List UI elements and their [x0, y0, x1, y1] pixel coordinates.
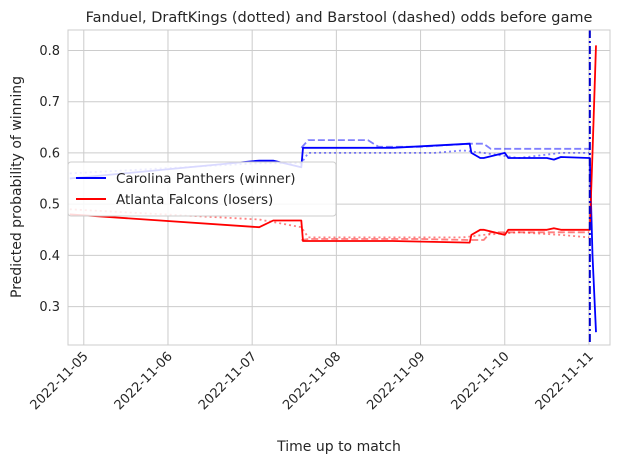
- y-tick-label: 0.6: [39, 146, 60, 161]
- series-line-barstool-falcons: [301, 231, 589, 241]
- x-tick-label: 2022-11-10: [449, 349, 513, 413]
- x-tick-label: 2022-11-11: [533, 349, 597, 413]
- legend-label-panthers: Carolina Panthers (winner): [116, 171, 296, 187]
- legend-box: [67, 161, 337, 217]
- legend: Carolina Panthers (winner) Atlanta Falco…: [67, 161, 337, 217]
- chart-title: Fanduel, DraftKings (dotted) and Barstoo…: [86, 10, 593, 26]
- y-axis-label: Predicted probability of winning: [9, 76, 25, 298]
- grid: [68, 30, 610, 345]
- x-tick-label: 2022-11-09: [364, 349, 428, 413]
- x-tick-label: 2022-11-06: [112, 349, 176, 413]
- y-tick-label: 0.4: [39, 249, 60, 264]
- x-tick-label: 2022-11-05: [28, 349, 92, 413]
- y-tick-label: 0.3: [39, 300, 60, 315]
- y-tick-label: 0.8: [39, 44, 60, 59]
- legend-label-falcons: Atlanta Falcons (losers): [116, 192, 273, 208]
- x-tick-label: 2022-11-08: [280, 349, 344, 413]
- x-axis-label: Time up to match: [276, 439, 401, 455]
- series-line-barstool-panthers: [300, 139, 589, 150]
- x-tick-label: 2022-11-07: [196, 349, 260, 413]
- y-tick-label: 0.5: [39, 198, 60, 213]
- y-tick-labels: 0.3 0.4 0.5 0.6 0.7 0.8: [39, 44, 60, 315]
- series-line-draftkings-falcons: [69, 208, 590, 239]
- x-tick-labels: 2022-11-05 2022-11-06 2022-11-07 2022-11-08…: [28, 349, 597, 413]
- y-tick-label: 0.7: [39, 95, 60, 110]
